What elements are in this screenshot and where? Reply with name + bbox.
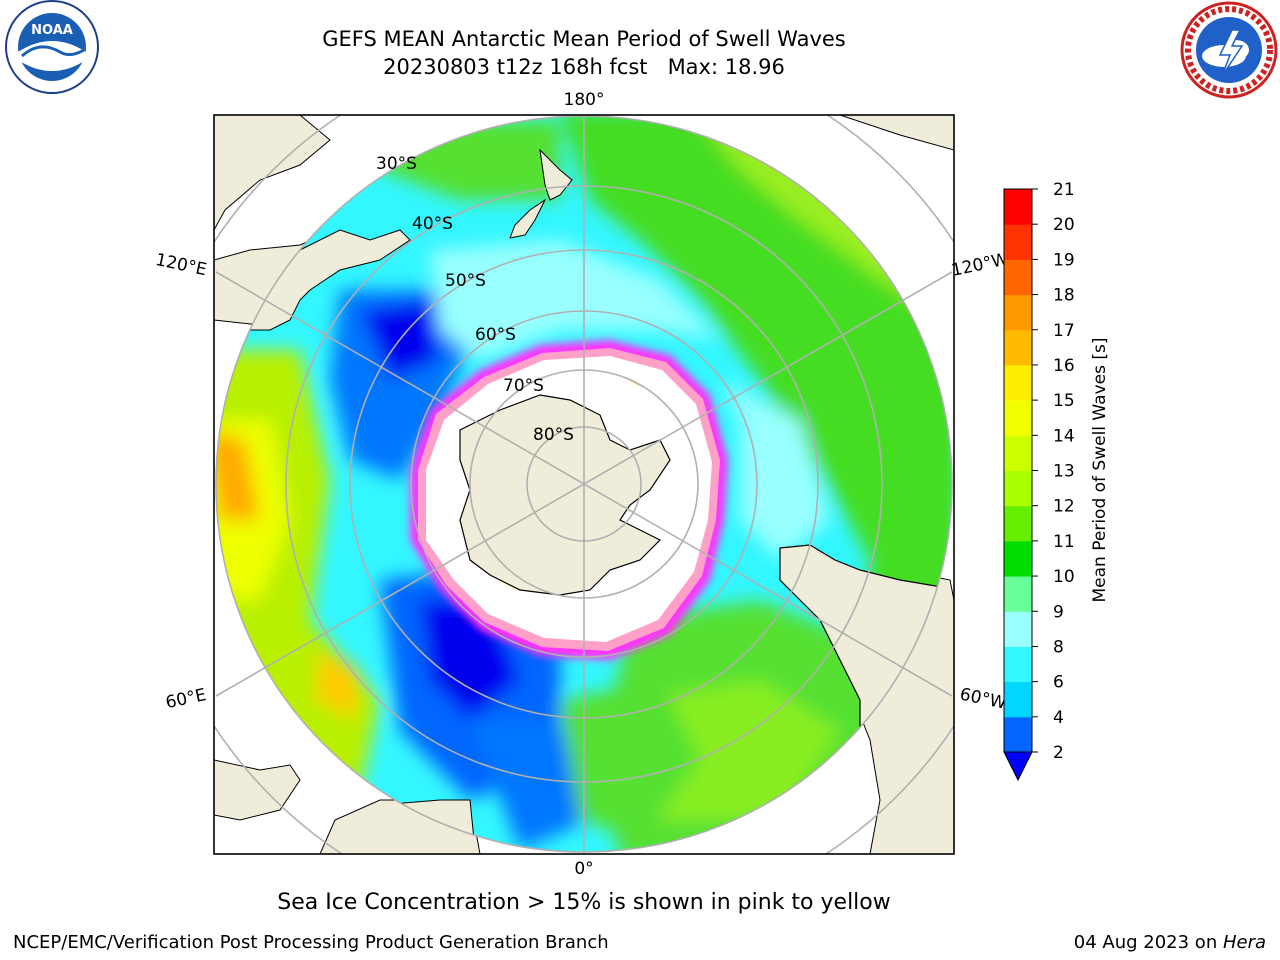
lat-label-60s: 60°S	[475, 325, 516, 345]
colorbar-swatch	[1004, 224, 1032, 260]
colorbar-swatch	[1004, 470, 1032, 507]
colorbar-swatch	[1004, 294, 1032, 331]
colorbar-tick-label: 11	[1053, 532, 1075, 552]
lat-label-70s: 70°S	[503, 376, 544, 396]
colorbar-swatch	[1004, 364, 1032, 401]
colorbar-swatch	[1004, 540, 1032, 577]
colorbar-tick-label: 17	[1053, 321, 1075, 341]
colorbar-tick-label: 10	[1053, 567, 1075, 587]
colorbar-tick-label: 6	[1053, 673, 1064, 693]
colorbar-tick-label: 20	[1053, 215, 1075, 235]
footer-date-text: 04 Aug 2023 on	[1073, 932, 1223, 953]
lon-label-120w: 120°W	[950, 249, 1011, 281]
colorbar-tick-label: 4	[1053, 708, 1064, 728]
colorbar-tick-label: 8	[1053, 637, 1064, 657]
colorbar-tick-label: 13	[1053, 462, 1075, 482]
footer-credit: NCEP/EMC/Verification Post Processing Pr…	[13, 932, 609, 953]
colorbar-swatch	[1004, 716, 1032, 753]
colorbar: 2 4 6 8 9 10 11 12 13 14 15 16 17 18 19 20 21	[1003, 180, 1075, 782]
colorbar-tick-label: 16	[1053, 356, 1075, 376]
colorbar-tick-label: 19	[1053, 250, 1075, 270]
colorbar-swatch	[1004, 400, 1032, 436]
colorbar-label: Mean Period of Swell Waves [s]	[1090, 338, 1110, 603]
colorbar-tick-label: 9	[1053, 602, 1064, 622]
colorbar-tick-label: 21	[1053, 180, 1075, 200]
colorbar-swatch	[1004, 435, 1032, 471]
nws-logo-icon	[1180, 1, 1278, 99]
colorbar-swatch	[1004, 681, 1032, 718]
colorbar-tick-label: 18	[1053, 286, 1075, 306]
lat-label-40s: 40°S	[412, 214, 453, 234]
swell-period-field	[216, 116, 952, 852]
lon-label-60w: 60°W	[958, 684, 1008, 713]
colorbar-swatch	[1004, 329, 1032, 366]
lon-label-0: 0°	[574, 859, 593, 879]
colorbar-tick-label: 14	[1053, 426, 1075, 446]
lat-label-30s: 30°S	[376, 154, 417, 174]
lat-label-80s: 80°S	[533, 425, 574, 445]
footer-host: Hera	[1222, 932, 1266, 953]
footer-date: 04 Aug 2023 on Hera	[1074, 932, 1266, 953]
lat-label-50s: 50°S	[445, 271, 486, 291]
lon-label-120e: 120°E	[154, 250, 209, 280]
meridian-lines	[215, 115, 953, 854]
map-frame	[213, 114, 955, 855]
sea-ice-note: Sea Ice Concentration > 15% is shown in …	[277, 890, 891, 915]
colorbar-swatch	[1004, 646, 1032, 683]
colorbar-swatch	[1004, 576, 1032, 612]
lon-label-180: 180°	[564, 90, 605, 110]
colorbar-swatch	[1004, 611, 1032, 647]
chart-title: GEFS MEAN Antarctic Mean Period of Swell…	[322, 27, 846, 51]
colorbar-tick-label: 2	[1053, 743, 1064, 763]
colorbar-swatch	[1004, 189, 1032, 225]
colorbar-extend-arrow	[1003, 751, 1033, 782]
colorbar-tick-label: 12	[1053, 497, 1075, 517]
colorbar-tick-label: 15	[1053, 391, 1075, 411]
noaa-logo-icon: NOAA	[5, 0, 99, 94]
colorbar-swatch	[1004, 259, 1032, 296]
chart-subtitle: 20230803 t12z 168h fcst Max: 18.96	[383, 55, 785, 79]
noaa-logo-text: NOAA	[31, 23, 73, 38]
colorbar-swatch	[1004, 505, 1032, 542]
lon-label-60e: 60°E	[164, 685, 208, 713]
